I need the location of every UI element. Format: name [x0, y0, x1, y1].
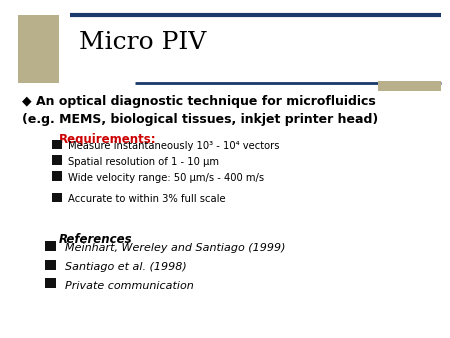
Bar: [45, 241, 56, 251]
Text: Santiago et al. (1998): Santiago et al. (1998): [65, 262, 187, 272]
Bar: [18, 15, 58, 83]
Text: Private communication: Private communication: [65, 281, 194, 291]
Text: Spatial resolution of 1 - 10 μm: Spatial resolution of 1 - 10 μm: [68, 157, 219, 167]
Text: References: References: [58, 233, 132, 246]
Text: (e.g. MEMS, biological tissues, inkjet printer head): (e.g. MEMS, biological tissues, inkjet p…: [22, 113, 379, 126]
Bar: [45, 278, 56, 288]
Bar: [45, 260, 56, 270]
Bar: [52, 140, 62, 149]
Text: ◆ An optical diagnostic technique for microfluidics: ◆ An optical diagnostic technique for mi…: [22, 95, 376, 107]
Text: Wide velocity range: 50 μm/s - 400 m/s: Wide velocity range: 50 μm/s - 400 m/s: [68, 173, 264, 183]
Text: Micro PIV: Micro PIV: [79, 31, 206, 54]
Text: Meinhart, Wereley and Santiago (1999): Meinhart, Wereley and Santiago (1999): [65, 243, 286, 254]
Bar: [52, 171, 62, 181]
Text: Accurate to within 3% full scale: Accurate to within 3% full scale: [68, 194, 225, 204]
Bar: [378, 81, 441, 91]
Bar: [52, 155, 62, 165]
Text: Requirements:: Requirements:: [58, 133, 156, 146]
Text: Measure instantaneously 10³ - 10⁴ vectors: Measure instantaneously 10³ - 10⁴ vector…: [68, 141, 279, 151]
Bar: [52, 193, 62, 202]
